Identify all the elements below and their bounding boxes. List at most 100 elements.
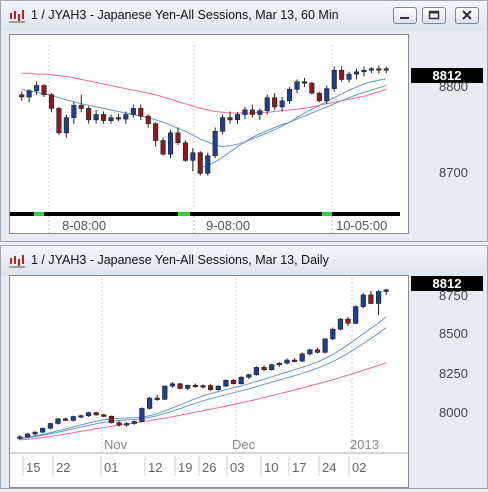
chart-window-daily: 1 / JYAH3 - Japanese Yen-All Sessions, M… (0, 245, 488, 489)
session-bar (10, 212, 400, 216)
candle-body (175, 132, 181, 144)
title-bar[interactable]: 1 / JYAH3 - Japanese Yen-All Sessions, M… (1, 246, 487, 276)
candle-body (345, 318, 351, 324)
y-axis-label: 8800 (439, 79, 468, 94)
title-bar[interactable]: 1 / JYAH3 - Japanese Yen-All Sessions, M… (1, 1, 487, 31)
window-title: 1 / JYAH3 - Japanese Yen-All Sessions, M… (31, 253, 329, 267)
session-label: 10-05:00 (336, 218, 387, 233)
chart-app-icon[interactable] (9, 254, 25, 268)
candlestick-chart-60min[interactable]: 8-08:00 9-08:00 10-05:00 (10, 35, 408, 233)
candle-body (185, 385, 191, 389)
day-label: 26 (202, 460, 216, 475)
session-label: 8-08:00 (62, 218, 106, 233)
candle-body (284, 359, 290, 364)
candle-body (169, 383, 176, 387)
candle-body (238, 376, 244, 384)
candle-body (48, 94, 55, 109)
candle-body (86, 108, 92, 121)
candle-body (346, 73, 352, 80)
last-price-badge: 8812 (411, 68, 483, 83)
ma-fast-line (21, 78, 387, 148)
price-plot-area[interactable]: Nov Dec 2013 15 22 01 12 19 26 03 10 17 24 02 (9, 274, 409, 488)
candle-body (160, 140, 166, 155)
candle-body (131, 421, 137, 424)
candle-body (314, 349, 321, 353)
ma-fast-line (19, 316, 387, 439)
candle-body (55, 418, 61, 424)
candle-body (223, 380, 229, 387)
ma-line (200, 85, 387, 169)
candle-body (230, 380, 237, 385)
candle-body (154, 397, 160, 400)
candle-body (139, 408, 145, 422)
candle-body (177, 383, 183, 389)
close-button[interactable] (455, 7, 479, 24)
day-label: 22 (56, 460, 70, 475)
candle-body (101, 414, 107, 417)
candle-body (205, 155, 211, 174)
candle-body (215, 385, 221, 390)
candle-body (301, 81, 308, 84)
candle-body (85, 412, 92, 417)
candle-body (63, 117, 69, 134)
candle-body (242, 109, 248, 115)
ma-slow-line (21, 72, 387, 114)
candle-body (368, 294, 374, 304)
ma-mid-line (19, 327, 387, 440)
candle-body (337, 318, 344, 330)
candle-body (56, 108, 62, 134)
candle-body (309, 82, 315, 94)
candle-body (124, 423, 130, 426)
candle-body (257, 110, 263, 115)
day-label: 15 (26, 460, 40, 475)
candlestick-chart-daily[interactable]: Nov Dec 2013 15 22 01 12 19 26 03 10 17 24 02 (10, 274, 408, 487)
candle-body (123, 114, 129, 120)
day-label: 03 (230, 460, 244, 475)
candle-body (212, 131, 218, 157)
candle-body (286, 88, 293, 101)
candle-body (34, 85, 40, 92)
candle-body (32, 431, 38, 435)
candle-body (208, 385, 214, 390)
y-axis-label: 8000 (439, 405, 468, 420)
day-label: 19 (178, 460, 192, 475)
y-axis-label: 8700 (439, 165, 468, 180)
candle-body (253, 367, 260, 376)
day-label: 02 (352, 460, 366, 475)
candle-body (269, 364, 275, 370)
candle-body (41, 85, 47, 95)
candle-body (316, 92, 322, 102)
candle-body (279, 100, 285, 108)
candle-body (227, 117, 233, 121)
candle-body (261, 367, 267, 371)
candle-body (360, 294, 366, 307)
month-label: 2013 (350, 437, 379, 452)
candle-body (182, 142, 188, 161)
candle-body (78, 415, 84, 418)
price-plot-area[interactable]: 8-08:00 9-08:00 10-05:00 (9, 34, 409, 234)
candle-body (361, 69, 367, 73)
chart-app-icon[interactable] (9, 9, 25, 23)
candle-body (307, 349, 313, 355)
y-axis-label: 8250 (439, 366, 468, 381)
candle-body (291, 359, 298, 362)
candle-body (272, 97, 278, 108)
maximize-button[interactable] (422, 7, 446, 24)
candle-body (192, 385, 199, 388)
minimize-button[interactable] (393, 7, 417, 24)
candle-body (71, 105, 77, 118)
y-axis-label: 8750 (439, 288, 468, 303)
candle-body (19, 94, 25, 98)
candle-body (93, 114, 99, 121)
candle-body (40, 427, 46, 433)
session-label: 9-08:00 (206, 218, 250, 233)
candle-body (190, 152, 196, 161)
candle-body (376, 68, 382, 71)
candle-body (220, 117, 226, 132)
candle-body (368, 68, 375, 71)
day-label: 01 (104, 460, 118, 475)
day-label: 12 (148, 460, 162, 475)
y-axis-label: 8500 (439, 326, 468, 341)
minimize-icon (400, 17, 409, 19)
candle-body (145, 115, 151, 124)
